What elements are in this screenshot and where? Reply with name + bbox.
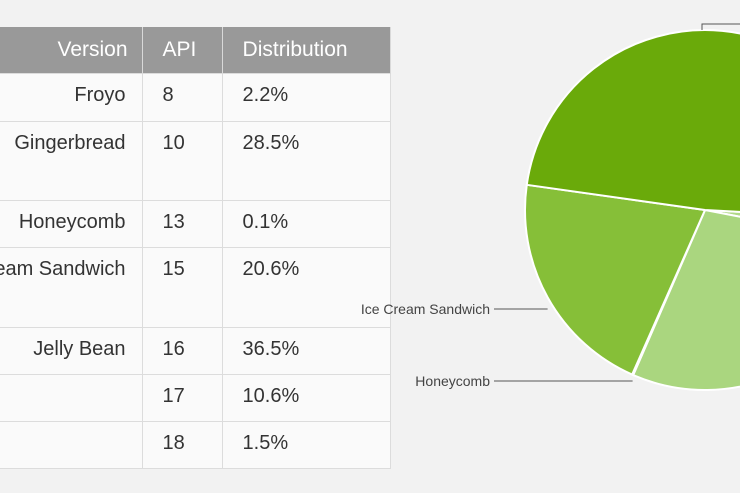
pie-slice-gingerbread xyxy=(632,209,740,391)
version-name xyxy=(0,420,143,469)
version-name xyxy=(0,373,143,422)
leader-line-top xyxy=(701,23,740,30)
api-level: 8 xyxy=(141,72,223,122)
version-name: Ice Cream Sandwich xyxy=(0,246,143,328)
table-row: Ice Cream Sandwich 15 20.6% xyxy=(0,246,391,328)
table-row: Gingerbread 10 28.5% xyxy=(0,120,391,201)
table-row: 18 1.5% xyxy=(0,420,391,469)
header-distribution: Distribution xyxy=(222,27,391,73)
table-header-row: Version API Distribution xyxy=(0,27,391,73)
slice-label-honeycomb: Honeycomb xyxy=(415,373,490,389)
version-name: Honeycomb xyxy=(0,199,143,248)
callout-lines xyxy=(494,23,740,382)
table-row: 17 10.6% xyxy=(0,373,391,422)
distribution-value: 28.5% xyxy=(221,120,391,201)
distribution-value: 10.6% xyxy=(221,373,391,422)
api-level: 10 xyxy=(141,120,223,201)
header-api: API xyxy=(142,27,223,73)
table-row: Froyo 8 2.2% xyxy=(0,72,391,122)
distribution-value: 1.5% xyxy=(221,420,391,469)
version-name: Gingerbread xyxy=(0,120,143,201)
header-version: Version xyxy=(0,27,143,73)
table-row: Honeycomb 13 0.1% xyxy=(0,199,391,248)
table-row: Jelly Bean 16 36.5% xyxy=(0,326,391,375)
distribution-value: 2.2% xyxy=(221,72,391,122)
distribution-value: 36.5% xyxy=(221,326,391,375)
distribution-value: 0.1% xyxy=(221,199,391,248)
slice-label-ice-cream-sandwich: Ice Cream Sandwich xyxy=(361,301,490,317)
pie-slices xyxy=(524,29,740,391)
pie-slice-ice-cream-sandwich xyxy=(524,183,706,376)
distribution-table: Version API Distribution Froyo 8 2.2% Gi… xyxy=(0,27,391,469)
pie-slice-jelly-bean xyxy=(525,29,740,213)
api-level: 15 xyxy=(141,246,223,328)
version-name: Froyo xyxy=(0,72,143,122)
api-level: 18 xyxy=(141,420,223,469)
distribution-value: 20.6% xyxy=(221,246,391,328)
api-level: 16 xyxy=(141,326,223,375)
api-level: 17 xyxy=(141,373,223,422)
api-level: 13 xyxy=(141,199,223,248)
version-name: Jelly Bean xyxy=(0,326,143,375)
